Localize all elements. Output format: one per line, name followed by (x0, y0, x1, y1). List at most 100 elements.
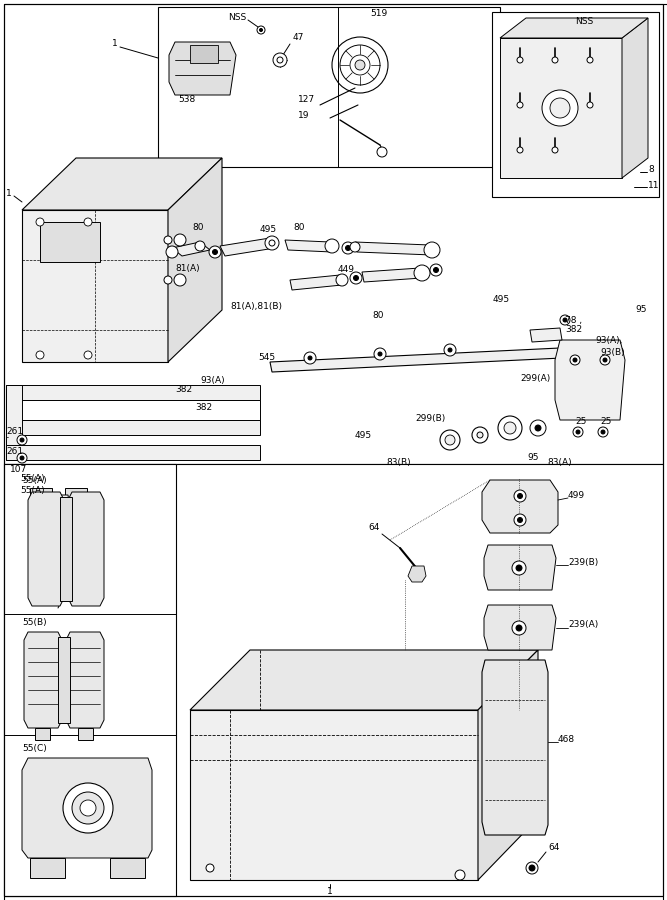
Circle shape (336, 274, 348, 286)
Circle shape (563, 318, 567, 322)
Circle shape (414, 265, 430, 281)
Text: 25: 25 (575, 418, 586, 427)
Circle shape (84, 351, 92, 359)
Circle shape (514, 514, 526, 526)
Text: 239(A): 239(A) (568, 620, 598, 629)
Text: 19: 19 (298, 112, 309, 121)
Text: 8: 8 (648, 166, 654, 175)
Circle shape (552, 102, 558, 108)
Polygon shape (555, 340, 625, 420)
Circle shape (560, 315, 570, 325)
Circle shape (195, 241, 205, 251)
Text: 83(A): 83(A) (547, 457, 572, 466)
Text: 55(C): 55(C) (22, 743, 47, 752)
Polygon shape (58, 637, 70, 723)
Circle shape (517, 57, 523, 63)
Text: 261: 261 (6, 447, 23, 456)
Circle shape (512, 561, 526, 575)
Circle shape (600, 355, 610, 365)
Circle shape (587, 102, 593, 108)
Text: 64: 64 (368, 524, 380, 533)
Circle shape (434, 267, 438, 273)
Circle shape (377, 147, 387, 157)
Bar (4, 4, 663, 464)
Text: 81(A),81(B): 81(A),81(B) (230, 302, 282, 310)
Polygon shape (530, 328, 562, 342)
Text: 519: 519 (370, 10, 388, 19)
Text: 47: 47 (293, 33, 304, 42)
Circle shape (552, 57, 558, 63)
Text: 25: 25 (600, 418, 612, 427)
Polygon shape (285, 240, 332, 252)
Circle shape (164, 236, 172, 244)
Circle shape (17, 435, 27, 445)
Circle shape (440, 430, 460, 450)
Circle shape (477, 432, 483, 438)
Text: 1: 1 (6, 188, 12, 197)
Circle shape (573, 427, 583, 437)
Bar (4, 464, 663, 896)
Circle shape (552, 147, 558, 153)
Circle shape (308, 356, 312, 360)
Circle shape (350, 272, 362, 284)
Text: 80: 80 (372, 311, 384, 320)
Circle shape (164, 276, 172, 284)
Circle shape (342, 242, 354, 254)
Circle shape (498, 416, 522, 440)
Text: 55(B): 55(B) (22, 617, 47, 626)
Text: 239(B): 239(B) (568, 557, 598, 566)
Circle shape (36, 351, 44, 359)
Circle shape (573, 358, 577, 362)
Circle shape (36, 218, 44, 226)
Text: 495: 495 (260, 226, 277, 235)
Polygon shape (482, 660, 548, 835)
Polygon shape (484, 545, 556, 590)
Circle shape (530, 420, 546, 436)
Polygon shape (65, 488, 87, 600)
Text: 449: 449 (338, 266, 355, 274)
Text: 545: 545 (258, 354, 275, 363)
Circle shape (445, 435, 455, 445)
Circle shape (20, 438, 24, 442)
Polygon shape (35, 728, 50, 740)
Polygon shape (622, 18, 648, 178)
Text: 299(B): 299(B) (415, 413, 446, 422)
Polygon shape (270, 348, 562, 372)
Text: 95: 95 (635, 305, 646, 314)
Polygon shape (22, 158, 222, 210)
Polygon shape (30, 858, 65, 878)
Circle shape (374, 348, 386, 360)
Circle shape (601, 430, 605, 434)
Polygon shape (6, 420, 260, 435)
Text: 80: 80 (293, 223, 305, 232)
Circle shape (518, 493, 522, 499)
Polygon shape (478, 650, 538, 880)
Circle shape (512, 621, 526, 635)
Circle shape (265, 236, 279, 250)
Circle shape (325, 239, 339, 253)
Polygon shape (362, 268, 422, 282)
Circle shape (535, 425, 541, 431)
Polygon shape (22, 210, 168, 362)
Circle shape (17, 453, 27, 463)
Circle shape (213, 249, 217, 255)
Circle shape (516, 565, 522, 571)
Circle shape (72, 792, 104, 824)
Text: 93(B): 93(B) (600, 347, 624, 356)
Circle shape (518, 518, 522, 523)
Circle shape (598, 427, 608, 437)
Polygon shape (355, 242, 432, 255)
Polygon shape (290, 275, 342, 290)
Circle shape (304, 352, 316, 364)
Circle shape (350, 242, 360, 252)
Bar (4, 464, 176, 896)
Text: 95: 95 (527, 454, 538, 463)
Circle shape (355, 60, 365, 70)
Polygon shape (66, 632, 104, 728)
Circle shape (424, 242, 440, 258)
Text: 107: 107 (10, 465, 27, 474)
Circle shape (53, 570, 63, 580)
Polygon shape (6, 445, 260, 460)
Polygon shape (408, 566, 426, 582)
Circle shape (378, 352, 382, 356)
